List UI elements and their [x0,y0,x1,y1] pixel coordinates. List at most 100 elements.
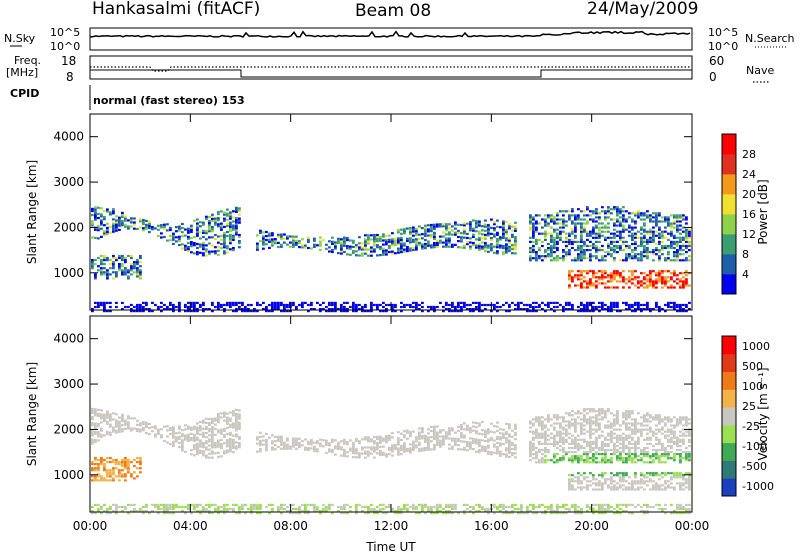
data-cell [634,257,637,260]
data-cell [625,474,628,477]
data-cell [664,284,667,287]
data-cell [547,224,550,227]
data-cell [640,451,643,454]
data-cell [421,507,424,511]
data-cell [646,240,649,243]
data-cell [523,512,526,515]
data-cell [391,448,394,451]
data-cell [115,467,118,470]
data-cell [670,272,673,275]
data-cell [481,507,484,511]
data-cell [610,240,613,243]
data-cell [238,246,241,249]
data-cell [532,251,535,254]
data-cell [460,432,463,435]
data-cell [100,429,103,432]
data-cell [568,242,571,246]
data-cell [619,428,622,431]
data-cell [622,503,625,506]
data-cell [283,241,286,244]
data-cell [673,303,676,307]
data-cell [139,305,142,309]
data-cell [94,206,97,209]
data-cell [109,419,112,422]
data-cell [613,236,616,239]
data-cell [535,301,538,304]
data-cell [571,208,574,211]
data-cell [475,438,478,441]
data-cell [127,463,130,466]
data-cell [661,453,664,456]
data-cell [196,438,199,441]
data-cell [655,282,658,285]
data-cell [475,230,478,233]
data-cell [637,305,640,309]
data-cell [472,512,475,515]
data-cell [667,216,670,219]
data-cell [502,507,505,511]
data-cell [625,210,628,213]
data-cell [553,251,556,254]
data-cell [538,436,541,439]
data-cell [439,431,442,434]
data-cell [607,212,610,215]
data-cell [538,459,541,462]
data-cell [124,267,127,270]
cpid-panel: CPID normal (fast stereo) 153 [10,85,245,110]
data-cell [307,238,310,241]
data-cell [481,237,484,240]
data-cell [463,222,466,225]
data-cell [499,226,502,229]
data-cell [574,430,577,433]
data-cell [97,435,100,438]
data-cell [91,407,94,410]
data-cell [421,233,424,236]
data-cell [616,448,619,452]
data-cell [409,433,412,436]
data-cell [421,310,424,313]
data-cell [115,413,118,416]
data-cell [601,226,604,229]
data-cell [235,229,238,232]
data-cell [652,216,655,219]
data-cell [454,308,457,311]
data-cell [193,448,196,451]
data-cell [220,445,223,448]
data-cell [232,310,235,313]
data-cell [472,241,475,245]
data-cell [547,459,550,462]
data-cell [646,505,649,509]
data-cell [253,507,256,511]
data-cell [514,507,517,511]
data-cell [553,512,556,515]
data-cell [196,301,199,304]
data-cell [562,432,565,435]
data-cell [613,488,616,491]
data-cell [628,426,631,429]
data-cell [364,446,367,449]
data-cell [418,237,421,240]
data-cell [238,417,241,420]
data-cell [451,245,454,248]
data-cell [91,505,94,509]
data-cell [427,305,430,309]
data-cell [616,420,619,423]
data-cell [574,436,577,439]
data-cell [517,507,520,511]
data-cell [472,308,475,311]
data-cell [379,439,382,442]
data-cell [274,238,277,241]
data-cell [238,505,241,509]
data-cell [103,271,106,274]
data-cell [283,503,286,506]
data-cell [571,418,574,421]
data-cell [595,414,598,417]
data-cell [652,226,655,229]
data-cell [283,308,286,311]
data-cell [577,257,580,260]
data-cell [544,255,547,258]
data-cell [562,428,565,431]
data-cell [586,308,589,311]
data-cell [538,257,541,260]
data-cell [181,445,184,448]
